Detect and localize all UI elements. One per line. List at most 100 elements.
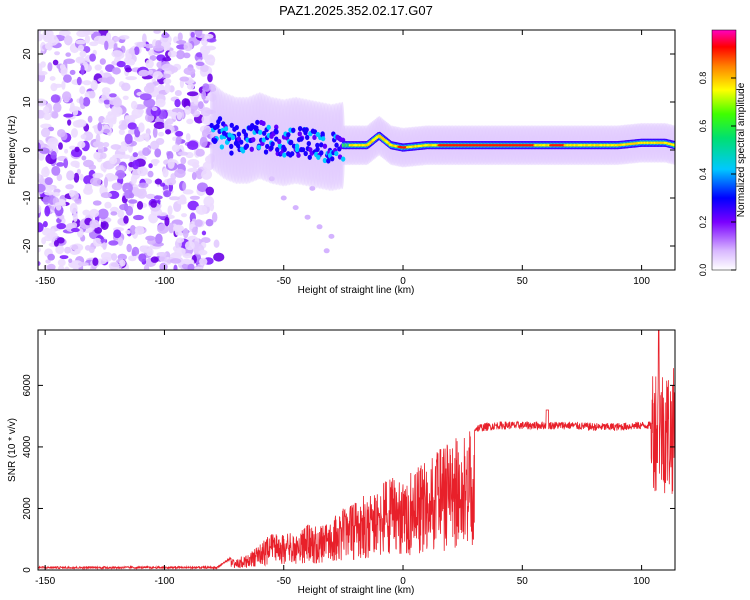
spectrogram-noise-blob <box>131 168 141 180</box>
spectrogram-noise-blob <box>151 106 158 111</box>
spectrogram-noise-blob <box>105 76 115 85</box>
spectrogram-signal-cell <box>215 123 220 129</box>
spectrogram-noise-blob <box>177 200 187 205</box>
spectrogram-noise-blob <box>74 146 80 153</box>
spectrogram-noise-blob <box>147 170 154 178</box>
spectrogram-signal-cell <box>303 130 308 136</box>
spectrogram-noise-blob <box>128 128 137 135</box>
spectrogram-noise-blob <box>56 237 65 244</box>
spectrogram-noise-blob <box>67 119 72 126</box>
spectrogram-noise-blob <box>182 228 189 239</box>
spectrogram-noise-blob <box>77 57 85 63</box>
spectrogram-noise-blob <box>180 156 187 165</box>
spectrogram-noise-blob <box>181 258 191 265</box>
spectrogram-signal-cell <box>229 150 234 156</box>
spectrogram-signal-cell <box>319 142 324 148</box>
spectrogram-noise-blob <box>118 129 125 136</box>
spectrogram-noise-blob <box>141 133 150 138</box>
spectrogram-noise-blob <box>45 259 51 264</box>
spectrogram-noise-blob <box>172 224 184 233</box>
spectrogram-noise-blob <box>118 124 128 130</box>
spectrogram-noise-blob <box>64 246 71 254</box>
spectrogram-signal-cell <box>209 122 214 129</box>
spectrogram-signal-cell <box>265 143 270 150</box>
spectrogram-noise-blob <box>155 40 162 49</box>
spectrogram-noise-blob <box>71 243 84 252</box>
spectrogram-noise-blob <box>131 159 140 170</box>
spectrogram-noise-blob <box>81 155 87 161</box>
spectrogram-noise-blob <box>79 173 84 181</box>
spectrogram-noise-blob <box>143 264 150 270</box>
spectrogram-noise-blob <box>77 141 86 149</box>
spectrogram-noise-blob <box>57 259 66 267</box>
spectrogram-noise-blob <box>162 167 169 178</box>
spectrogram-signal-cell <box>288 139 294 145</box>
spectrogram-noise-blob <box>181 213 188 218</box>
spectrogram-noise-blob <box>111 50 123 58</box>
spectrogram-noise-blob <box>132 152 139 158</box>
spectrogram-noise-blob <box>41 227 52 236</box>
spectrogram-noise-blob <box>125 67 132 73</box>
spectrogram-signal-cell <box>335 134 340 140</box>
spectrogram-noise-blob <box>117 209 125 218</box>
spectrogram-noise-blob <box>174 89 182 97</box>
spectrogram-noise-blob <box>102 242 107 250</box>
snr-xtick-label: 50 <box>517 576 529 587</box>
spectrogram-signal-cell <box>319 150 324 156</box>
snr-ylabel: SNR (10 * v/v) <box>7 418 18 482</box>
spectrogram-noise-blob <box>63 113 74 118</box>
spectrogram-signal-core <box>672 143 675 147</box>
spectrogram-noise-blob <box>157 212 168 217</box>
spectrogram-noise-blob <box>61 91 72 102</box>
spectrogram-signal-cell <box>239 139 244 145</box>
spectrogram-noise-blob <box>110 144 122 150</box>
spectrogram-signal-cell <box>270 141 275 147</box>
spectrogram-noise-blob <box>200 107 212 117</box>
spectrogram-noise-blob <box>112 67 121 75</box>
spectrogram-signal-cell <box>322 143 328 149</box>
spectrogram-noise-blob <box>63 35 73 46</box>
spectrogram-noise-blob <box>207 73 213 83</box>
spectrogram-noise-blob <box>128 199 138 204</box>
spectrogram-noise-blob <box>98 97 104 104</box>
spectrogram-noise-blob <box>183 52 191 59</box>
spectrogram-noise-blob <box>103 99 111 105</box>
spectrogram-noise-blob <box>54 51 60 56</box>
spectrogram-noise-blob <box>166 151 174 161</box>
spectrogram-noise-blob <box>101 87 111 94</box>
spectrogram-noise-blob <box>38 33 44 42</box>
spectrogram-noise-blob <box>80 64 85 76</box>
spectrogram-noise-blob <box>47 62 53 72</box>
snr-frame <box>37 329 676 571</box>
spectrogram-signal-cell <box>261 120 266 127</box>
spectrogram-signal-cell <box>326 158 331 164</box>
spectrogram-noise-blob <box>198 249 208 256</box>
spectrogram-noise-blob <box>213 239 220 248</box>
spectrogram-noise-blob <box>187 140 199 151</box>
spectrogram-signal-cell <box>217 116 223 122</box>
spectrogram-signal-cell <box>234 124 239 131</box>
spectrogram-noise-blob <box>51 111 59 119</box>
spectrogram-noise-blob <box>168 196 181 201</box>
colorbar-gradient <box>711 29 737 271</box>
spectrogram-signal-cell <box>273 128 279 134</box>
snr-ytick-label: 0 <box>22 567 33 573</box>
spectrogram-noise-blob <box>170 66 179 73</box>
spectrogram-noise-blob <box>89 219 100 229</box>
spectrogram-noise-blob <box>47 34 59 46</box>
spectrogram-noise-blob <box>131 250 136 257</box>
spectrogram-noise-blob <box>66 224 76 229</box>
spectrogram-noise-blob <box>143 84 155 94</box>
spectrogram-noise-blob <box>52 59 59 66</box>
spectrogram-noise-blob <box>124 115 131 120</box>
spectrogram-noise-blob <box>116 60 126 68</box>
snr-xtick-label: -50 <box>277 576 292 587</box>
spectrogram-noise-blob <box>211 211 218 223</box>
spectrogram-noise-blob <box>89 208 100 218</box>
spectrogram-noise-blob <box>113 36 120 42</box>
spectrogram-noise-blob <box>202 83 210 91</box>
spectrogram-signal-cell <box>289 151 295 157</box>
spectrogram-noise-blob <box>213 252 225 262</box>
spectrogram-noise-blob <box>174 168 186 178</box>
